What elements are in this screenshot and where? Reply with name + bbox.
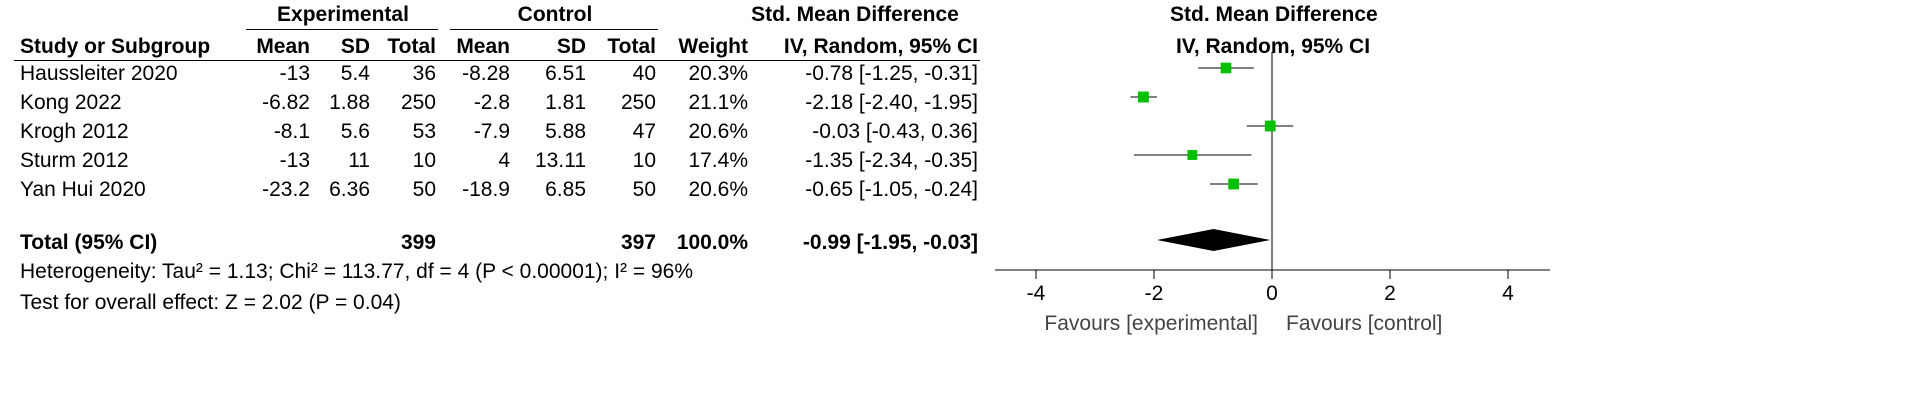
ctl-sd: 1.81: [545, 91, 586, 114]
table-header-underline: [14, 60, 980, 61]
ctl-total: 10: [632, 149, 656, 172]
ci-value: -0.78 [-1.25, -0.31]: [805, 62, 978, 85]
study-name: Sturm 2012: [20, 149, 129, 172]
weight-header: Weight: [678, 35, 748, 58]
total-exp: 399: [400, 231, 436, 254]
exp-sd: 6.36: [329, 178, 370, 201]
ci-value: -0.03 [-0.43, 0.36]: [812, 120, 978, 143]
x-tick-label: 0: [1266, 282, 1278, 305]
experimental-header: Experimental: [277, 3, 409, 26]
ctl-mean-header: Mean: [456, 35, 510, 58]
ctl-mean: -7.9: [473, 120, 510, 143]
exp-sd-header: SD: [340, 35, 370, 58]
weight-value: 17.4%: [688, 149, 748, 172]
study-name: Haussleiter 2020: [20, 62, 178, 85]
overall-effect-stats: Test for overall effect: Z = 2.02 (P = 0…: [20, 291, 401, 314]
favours-control-label: Favours [control]: [1286, 312, 1442, 335]
plot-method-header: IV, Random, 95% CI: [1175, 35, 1371, 58]
control-header: Control: [517, 3, 593, 26]
exp-total-header: Total: [387, 35, 436, 58]
weight-value: 20.6%: [688, 120, 748, 143]
total-ci: -0.99 [-1.95, -0.03]: [802, 231, 978, 254]
ci-value: -2.18 [-2.40, -1.95]: [805, 91, 978, 114]
experimental-underline: [246, 29, 438, 30]
smd-method-header: IV, Random, 95% CI: [783, 35, 978, 58]
ctl-sd: 5.88: [545, 120, 586, 143]
heterogeneity-stats: Heterogeneity: Tau² = 1.13; Chi² = 113.7…: [20, 260, 694, 283]
exp-mean: -8.1: [273, 120, 310, 143]
study-name: Yan Hui 2020: [20, 178, 146, 201]
total-weight: 100.0%: [676, 231, 748, 254]
ctl-mean: -2.8: [473, 91, 510, 114]
exp-mean: -13: [279, 62, 310, 85]
total-label: Total (95% CI): [20, 231, 158, 254]
total-ctl: 397: [620, 231, 656, 254]
exp-sd: 5.6: [340, 120, 370, 143]
control-underline: [450, 29, 658, 30]
smd-column-header: Std. Mean Difference: [751, 3, 959, 26]
ctl-mean: 4: [498, 149, 510, 172]
ctl-mean: -8.28: [462, 62, 510, 85]
exp-mean: -23.2: [262, 178, 310, 201]
exp-mean: -6.82: [262, 91, 310, 114]
ctl-sd: 13.11: [535, 149, 586, 172]
study-marker: [1228, 178, 1240, 190]
plot-title: Std. Mean Difference: [1170, 3, 1378, 26]
x-tick-label: 2: [1384, 282, 1396, 305]
exp-total: 53: [412, 120, 436, 143]
exp-total: 250: [400, 91, 436, 114]
ctl-sd: 6.85: [545, 178, 586, 201]
study-name: Krogh 2012: [20, 120, 129, 143]
weight-value: 20.6%: [688, 178, 748, 201]
study-marker: [1187, 150, 1198, 160]
ctl-total: 47: [632, 120, 656, 143]
study-name: Kong 2022: [20, 91, 122, 114]
x-tick-label: -2: [1145, 282, 1164, 305]
ctl-sd: 6.51: [545, 62, 586, 85]
ctl-total: 40: [632, 62, 656, 85]
exp-total: 50: [412, 178, 436, 201]
favours-experimental-label: Favours [experimental]: [1044, 312, 1258, 335]
study-marker: [1264, 120, 1276, 132]
exp-sd: 11: [348, 149, 370, 172]
exp-total: 10: [412, 149, 436, 172]
ctl-mean: -18.9: [462, 178, 510, 201]
exp-total: 36: [412, 62, 436, 85]
pooled-diamond: [1156, 229, 1271, 251]
ci-value: -1.35 [-2.34, -0.35]: [805, 149, 978, 172]
ctl-total: 250: [620, 91, 656, 114]
weight-value: 20.3%: [688, 62, 748, 85]
x-tick-label: 4: [1502, 282, 1514, 305]
ctl-total: 50: [632, 178, 656, 201]
ctl-sd-header: SD: [556, 35, 586, 58]
exp-mean-header: Mean: [256, 35, 310, 58]
study-column-header: Study or Subgroup: [20, 35, 211, 58]
ctl-total-header: Total: [607, 35, 656, 58]
exp-sd: 1.88: [329, 91, 370, 114]
exp-sd: 5.4: [340, 62, 370, 85]
exp-mean: -13: [279, 149, 310, 172]
study-marker: [1220, 62, 1232, 74]
ci-value: -0.65 [-1.05, -0.24]: [805, 178, 978, 201]
study-marker: [1137, 91, 1149, 103]
x-tick-label: -4: [1027, 282, 1046, 305]
weight-value: 21.1%: [688, 91, 748, 114]
